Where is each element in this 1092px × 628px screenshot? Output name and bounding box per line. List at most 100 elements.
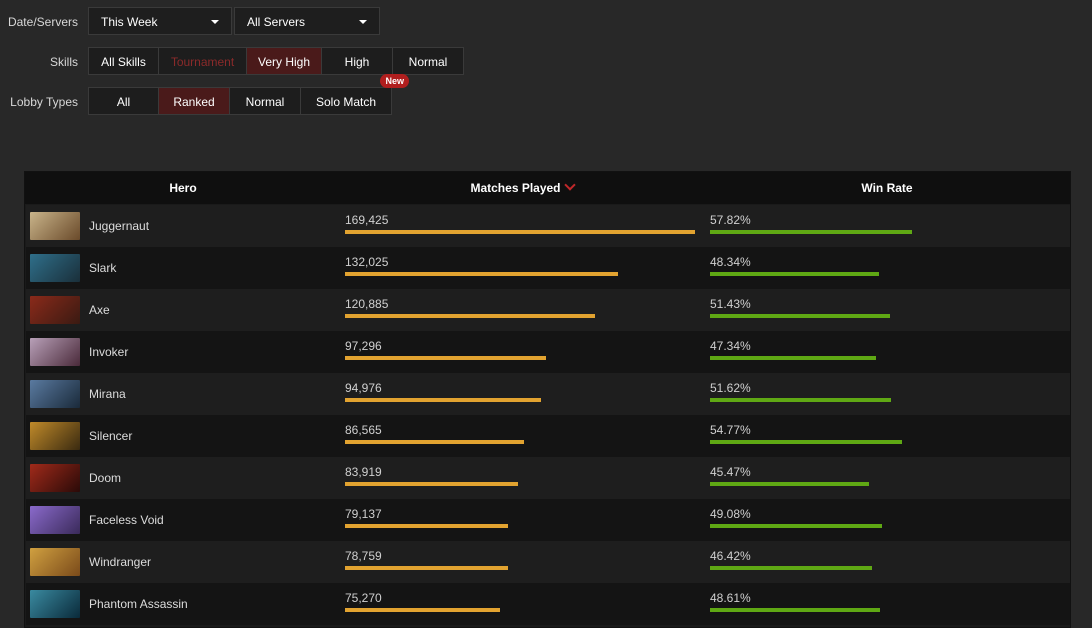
matches-played-bar bbox=[345, 398, 541, 402]
hero-name[interactable]: Silencer bbox=[89, 429, 133, 443]
win-rate-value: 57.82% bbox=[710, 213, 751, 227]
table-row[interactable]: Windranger 78,759 46.42% bbox=[26, 541, 1070, 583]
skill-tournament-button[interactable]: Tournament bbox=[159, 47, 247, 75]
win-rate-bar bbox=[710, 356, 876, 360]
server-select-value: All Servers bbox=[247, 15, 306, 29]
hero-avatar bbox=[30, 296, 80, 324]
win-rate-value: 47.34% bbox=[710, 339, 751, 353]
lobby-all-button[interactable]: All bbox=[88, 87, 159, 115]
table-row[interactable]: Axe 120,885 51.43% bbox=[26, 289, 1070, 331]
hero-name[interactable]: Phantom Assassin bbox=[89, 597, 188, 611]
matches-played-bar bbox=[345, 608, 500, 612]
hero-avatar bbox=[30, 254, 80, 282]
matches-played-value: 94,976 bbox=[345, 381, 382, 395]
skill-all-button[interactable]: All Skills bbox=[88, 47, 159, 75]
matches-played-bar bbox=[345, 272, 618, 276]
win-rate-value: 51.43% bbox=[710, 297, 751, 311]
matches-played-bar bbox=[345, 524, 508, 528]
lobby-types-row: Lobby Types All Ranked Normal Solo Match… bbox=[0, 74, 1092, 117]
matches-played-value: 120,885 bbox=[345, 297, 389, 311]
hero-avatar bbox=[30, 590, 80, 618]
skills-button-group: All Skills Tournament Very High High Nor… bbox=[88, 47, 464, 75]
date-servers-label: Date/Servers bbox=[7, 15, 78, 29]
hero-name[interactable]: Axe bbox=[89, 303, 110, 317]
skills-row: Skills All Skills Tournament Very High H… bbox=[0, 47, 1092, 77]
skill-normal-button[interactable]: Normal bbox=[393, 47, 464, 75]
win-rate-bar bbox=[710, 608, 880, 612]
server-select[interactable]: All Servers bbox=[234, 7, 380, 35]
matches-played-value: 132,025 bbox=[345, 255, 389, 269]
chevron-down-icon bbox=[563, 179, 576, 191]
matches-played-value: 169,425 bbox=[345, 213, 389, 227]
hero-name[interactable]: Doom bbox=[89, 471, 122, 485]
matches-played-bar bbox=[345, 566, 508, 570]
lobby-types-label: Lobby Types bbox=[10, 95, 78, 109]
table-row[interactable]: Invoker 97,296 47.34% bbox=[26, 331, 1070, 373]
matches-played-value: 79,137 bbox=[345, 507, 382, 521]
table-row[interactable]: Juggernaut 169,425 57.82% bbox=[26, 205, 1070, 247]
skill-very-high-button[interactable]: Very High bbox=[247, 47, 322, 75]
matches-played-value: 97,296 bbox=[345, 339, 382, 353]
win-rate-bar bbox=[710, 230, 912, 234]
matches-played-bar bbox=[345, 314, 595, 318]
hero-column-header[interactable]: Hero bbox=[169, 181, 197, 195]
date-select-value: This Week bbox=[101, 15, 158, 29]
matches-played-bar bbox=[345, 356, 546, 360]
win-rate-bar bbox=[710, 272, 879, 276]
table-row[interactable]: Doom 83,919 45.47% bbox=[26, 457, 1070, 499]
table-row[interactable]: Silencer 86,565 54.77% bbox=[26, 415, 1070, 457]
win-rate-bar bbox=[710, 314, 890, 318]
hero-name[interactable]: Slark bbox=[89, 261, 117, 275]
win-rate-bar bbox=[710, 482, 869, 486]
hero-name[interactable]: Mirana bbox=[89, 387, 126, 401]
win-rate-bar bbox=[710, 398, 891, 402]
win-rate-value: 51.62% bbox=[710, 381, 751, 395]
hero-avatar bbox=[30, 380, 80, 408]
lobby-normal-button[interactable]: Normal bbox=[230, 87, 301, 115]
lobby-button-group: All Ranked Normal Solo Match New bbox=[88, 74, 409, 115]
chevron-down-icon bbox=[359, 20, 367, 24]
lobby-ranked-button[interactable]: Ranked bbox=[159, 87, 230, 115]
table-row[interactable]: Phantom Assassin 75,270 48.61% bbox=[26, 583, 1070, 625]
matches-played-value: 75,270 bbox=[345, 591, 382, 605]
skills-label: Skills bbox=[49, 55, 78, 69]
date-servers-row: Date/Servers This Week All Servers bbox=[0, 7, 1092, 37]
win-rate-value: 48.34% bbox=[710, 255, 751, 269]
matches-played-bar bbox=[345, 440, 524, 444]
win-rate-value: 54.77% bbox=[710, 423, 751, 437]
table-header: Hero Matches Played Win Rate bbox=[25, 172, 1070, 204]
matches-header-label: Matches Played bbox=[470, 181, 561, 195]
matches-played-value: 86,565 bbox=[345, 423, 382, 437]
matches-played-value: 78,759 bbox=[345, 549, 382, 563]
table-row[interactable]: Mirana 94,976 51.62% bbox=[26, 373, 1070, 415]
new-badge: New bbox=[380, 74, 409, 88]
win-rate-value: 49.08% bbox=[710, 507, 751, 521]
hero-avatar bbox=[30, 338, 80, 366]
hero-name[interactable]: Faceless Void bbox=[89, 513, 164, 527]
win-rate-value: 45.47% bbox=[710, 465, 751, 479]
matches-played-bar bbox=[345, 230, 695, 234]
hero-avatar bbox=[30, 548, 80, 576]
hero-avatar bbox=[30, 506, 80, 534]
table-row[interactable]: Faceless Void 79,137 49.08% bbox=[26, 499, 1070, 541]
hero-name[interactable]: Windranger bbox=[89, 555, 152, 569]
hero-avatar bbox=[30, 422, 80, 450]
table-row[interactable]: Slark 132,025 48.34% bbox=[26, 247, 1070, 289]
lobby-solo-match-label: Solo Match bbox=[315, 95, 377, 109]
matches-played-value: 83,919 bbox=[345, 465, 382, 479]
win-rate-value: 46.42% bbox=[710, 549, 751, 563]
winrate-column-header[interactable]: Win Rate bbox=[861, 181, 913, 195]
matches-played-bar bbox=[345, 482, 518, 486]
lobby-solo-match-button[interactable]: Solo Match New bbox=[301, 74, 409, 115]
matches-column-header[interactable]: Matches Played bbox=[341, 172, 703, 204]
skill-high-button[interactable]: High bbox=[322, 47, 393, 75]
hero-avatar bbox=[30, 464, 80, 492]
hero-name[interactable]: Invoker bbox=[89, 345, 129, 359]
win-rate-bar bbox=[710, 524, 882, 528]
hero-name[interactable]: Juggernaut bbox=[89, 219, 150, 233]
hero-avatar bbox=[30, 212, 80, 240]
win-rate-value: 48.61% bbox=[710, 591, 751, 605]
date-select[interactable]: This Week bbox=[88, 7, 232, 35]
chevron-down-icon bbox=[211, 20, 219, 24]
hero-stats-table: Hero Matches Played Win Rate Juggernaut 1… bbox=[24, 171, 1071, 628]
